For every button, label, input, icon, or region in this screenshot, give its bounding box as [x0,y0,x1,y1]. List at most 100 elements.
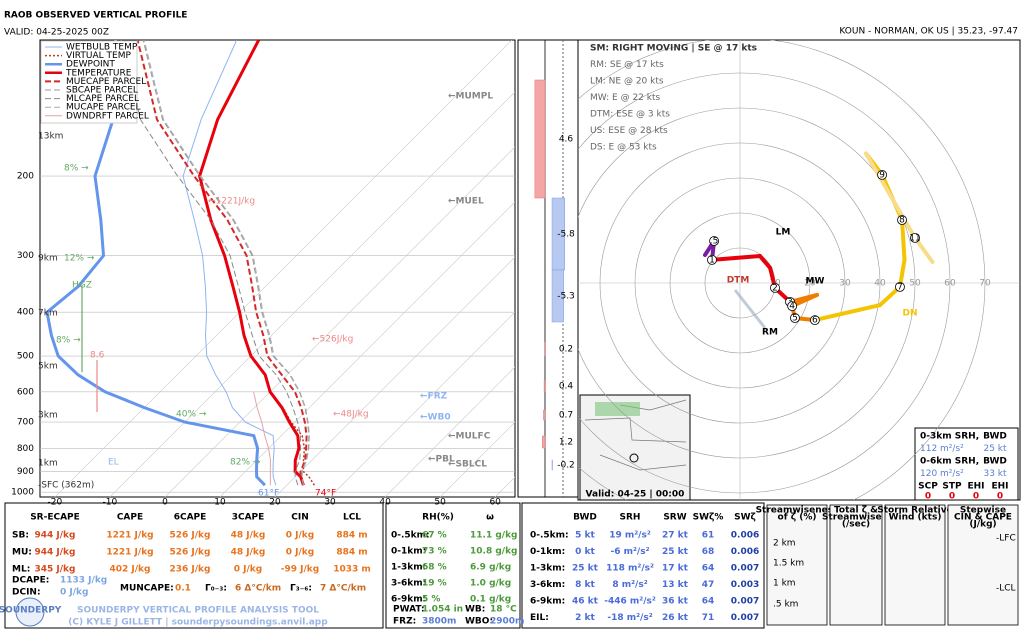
storm-marker-label: RM [762,328,778,338]
storm-marker-label: DTM [727,276,750,286]
storm-motion: US: ESE @ 28 kts [590,126,668,136]
table-cell: 13 kt [662,580,689,590]
table-cell: 48 J/kg [231,531,266,541]
table-cell: 67 % [422,531,447,541]
annotation: 7km [38,309,58,319]
table-cell: -446 m²/s² [604,597,656,607]
table-cell: 11.1 g/kg [470,531,518,541]
y-tick-label: 600 [17,387,34,397]
x-tick-label: 60 [489,498,501,508]
annotation: ←MUMPL [448,92,493,102]
annotation: -SFC (362m) [38,481,94,491]
table-cell: 1.0 g/kg [470,579,511,589]
table-cell: 71 [702,613,715,623]
extra-value: 6 Δ°C/km [235,584,281,594]
x-tick-label: 30 [324,498,336,508]
omega-label: -5.3 [557,292,575,302]
omega-label: 0.4 [559,382,574,392]
column-header: SR-ECAPE [30,513,80,523]
y-tick-label: 800 [17,444,34,454]
footer-title: SOUNDERPY VERTICAL PROFILE ANALYSIS TOOL [77,606,319,616]
column-header: SRW [663,513,686,523]
table-cell: 944 J/kg [35,548,76,558]
extra-value: 0.1 [175,584,191,594]
index-name: STP [942,482,962,492]
table-cell: 5 kt [575,531,595,541]
column-header: LCL [343,513,361,523]
row-label: MU: [12,548,32,558]
annotation: 8% → [64,164,89,174]
row-label: 1-3km: [391,563,426,573]
annotation: 9km [38,254,58,264]
panel-label: 1 km [773,579,796,589]
row-label: 0-1km: [530,547,565,557]
hodo-ring-label: 30 [839,279,851,289]
row-label: 6-9km: [530,597,565,607]
hodo-height-label: 8 [899,216,905,226]
table-cell: 1221 J/kg [106,548,153,558]
y-tick-label: 300 [17,251,34,261]
index-value: 0 [925,492,931,502]
table-cell: 19 % [422,579,447,589]
omega-bar [544,380,545,392]
table-cell: 5 % [422,595,440,605]
extra-label: Γ₃₋₆: [290,584,312,594]
omega-bar [535,80,545,198]
storm-motion: DTM: ESE @ 3 kts [590,110,670,120]
table-cell: 0.007 [731,597,759,607]
table-cell: 73 % [422,547,447,557]
extra-label: MUNCAPE: [120,584,174,594]
table-cell: -6 m²/s² [610,547,649,557]
annotation: ←48J/kg [333,410,369,420]
table-cell: -18 m²/s² [607,613,652,623]
x-tick-label: 10 [214,498,226,508]
table-cell: 26 kt [662,613,689,623]
omega-label: -5.8 [557,230,575,240]
column-header: RH(%) [422,513,454,523]
panel-title: (/sec) [842,520,870,530]
moisture-footer: PWAT: [393,605,425,615]
table-cell: 2 kt [575,613,595,623]
omega-bar [543,410,545,420]
y-tick-label: 200 [17,172,34,182]
extra-label: DCIN: [12,588,41,598]
table-cell: 25 kt [572,564,599,574]
panel-label: 1.5 km [773,559,804,569]
hodo-param: BWD [983,432,1007,442]
annotation: ←PBL [428,455,455,465]
moisture-footer: WB: [465,605,485,615]
table-cell: 1221 J/kg [106,531,153,541]
moisture-footer: WBO: [465,617,493,627]
valid-time: VALID: 04-25-2025 00Z [4,28,109,38]
row-label: 6-9km: [391,595,426,605]
table-cell: 526 J/kg [170,548,211,558]
annotation: ←1221J/kg [208,197,255,207]
table-cell: 68 [702,547,715,557]
hodo-height-label: 9 [879,170,885,180]
y-tick-label: 900 [17,467,34,477]
index-value: 0 [973,492,979,502]
logo-text: SOUNDERPY [0,606,62,616]
y-tick-label: 1000 [11,488,34,498]
x-tick-label: 20 [269,498,281,508]
annotation: ←526J/kg [312,335,353,345]
table-cell: 0 J/kg [286,531,314,541]
moisture-footer: 1.054 in [422,605,463,615]
annotation: 3km [38,411,58,421]
mini-panel [885,505,945,625]
column-header: SRH [620,513,641,523]
map-valid: Valid: 04-25 | 00:00 [586,490,685,500]
table-cell: 0.006 [731,531,759,541]
hodo-height-label: 7 [897,282,903,292]
row-label: EIL: [530,613,549,623]
annotation: ←MULFC [448,432,491,442]
panel-label: -LFC [996,534,1016,544]
column-header: SWζ% [693,513,724,523]
table-cell: 8 kt [575,580,595,590]
y-tick-label: 500 [17,352,34,362]
annotation: 74°F [315,489,336,499]
table-cell: 19 m²/s² [609,531,651,541]
index-value: 0 [997,492,1003,502]
annotation: 13km [38,132,63,142]
